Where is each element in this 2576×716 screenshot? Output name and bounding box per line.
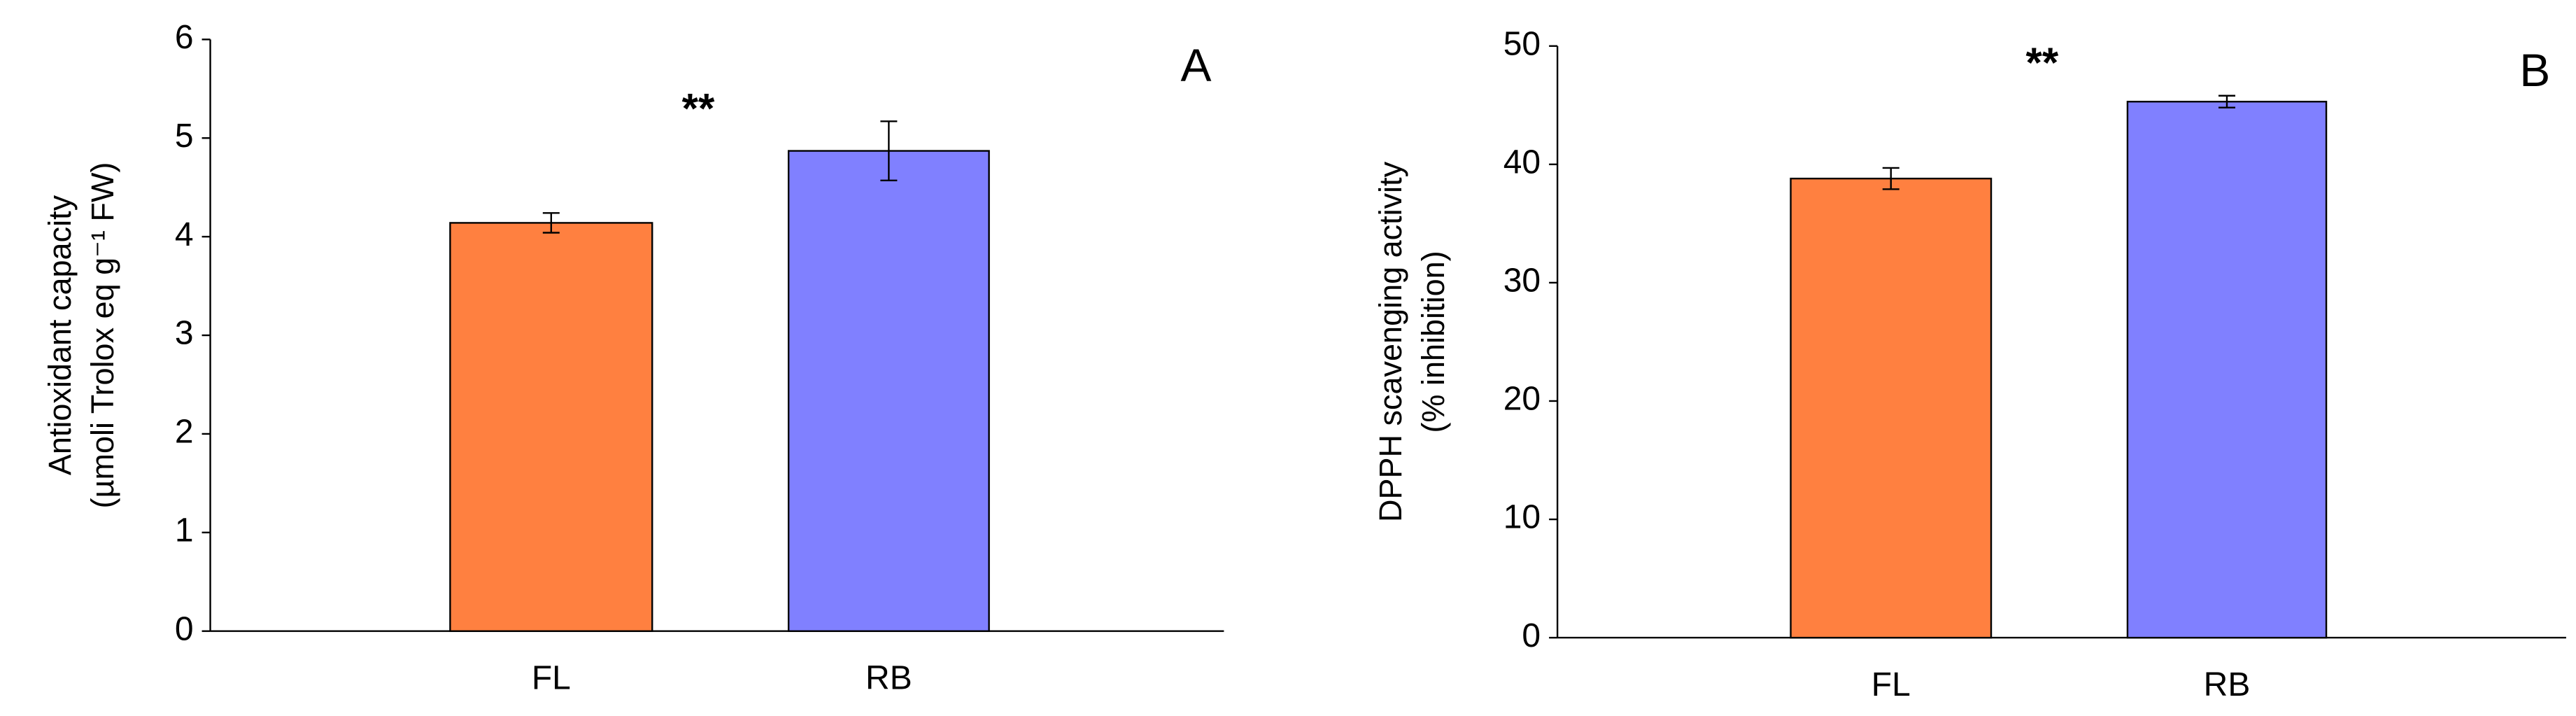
annotation: **	[682, 85, 715, 132]
y-tick-label: 4	[175, 216, 194, 253]
y-axis-label: (µmoli Trolox eq g⁻¹ FW)	[85, 162, 120, 509]
panel-label: A	[1180, 39, 1211, 91]
y-tick-label: 0	[1522, 617, 1541, 654]
panel-label: B	[2519, 44, 2550, 96]
x-tick-label: RB	[2204, 666, 2251, 703]
error-bar	[1882, 167, 1899, 190]
y-tick-label: 10	[1503, 499, 1541, 536]
y-tick-label: 3	[175, 315, 194, 352]
x-tick-label: FL	[1871, 666, 1911, 703]
x-tick-label: RB	[865, 659, 912, 696]
y-tick-label: 5	[175, 118, 194, 155]
y-axis-label: Antioxidant capacity	[42, 195, 78, 475]
error-bar	[2218, 94, 2235, 108]
y-tick-label: 50	[1503, 25, 1541, 62]
bar	[2126, 101, 2328, 639]
error-bar	[880, 120, 898, 182]
x-tick-label: FL	[532, 659, 571, 696]
y-tick-label: 40	[1503, 143, 1541, 181]
error-bar	[542, 212, 560, 234]
y-tick-label: 30	[1503, 262, 1541, 300]
y-axis-label: DPPH scavenging activity	[1373, 161, 1408, 522]
y-axis-label: (% inhibition)	[1415, 251, 1451, 433]
y-tick-label: 1	[175, 512, 194, 549]
bar	[449, 222, 653, 632]
y-tick-label: 6	[175, 19, 194, 56]
y-tick-label: 0	[175, 610, 194, 647]
y-tick-label: 2	[175, 414, 194, 451]
bar	[1790, 177, 1993, 639]
y-tick-label: 20	[1503, 381, 1541, 418]
bar	[787, 150, 990, 632]
annotation: **	[2025, 39, 2058, 86]
